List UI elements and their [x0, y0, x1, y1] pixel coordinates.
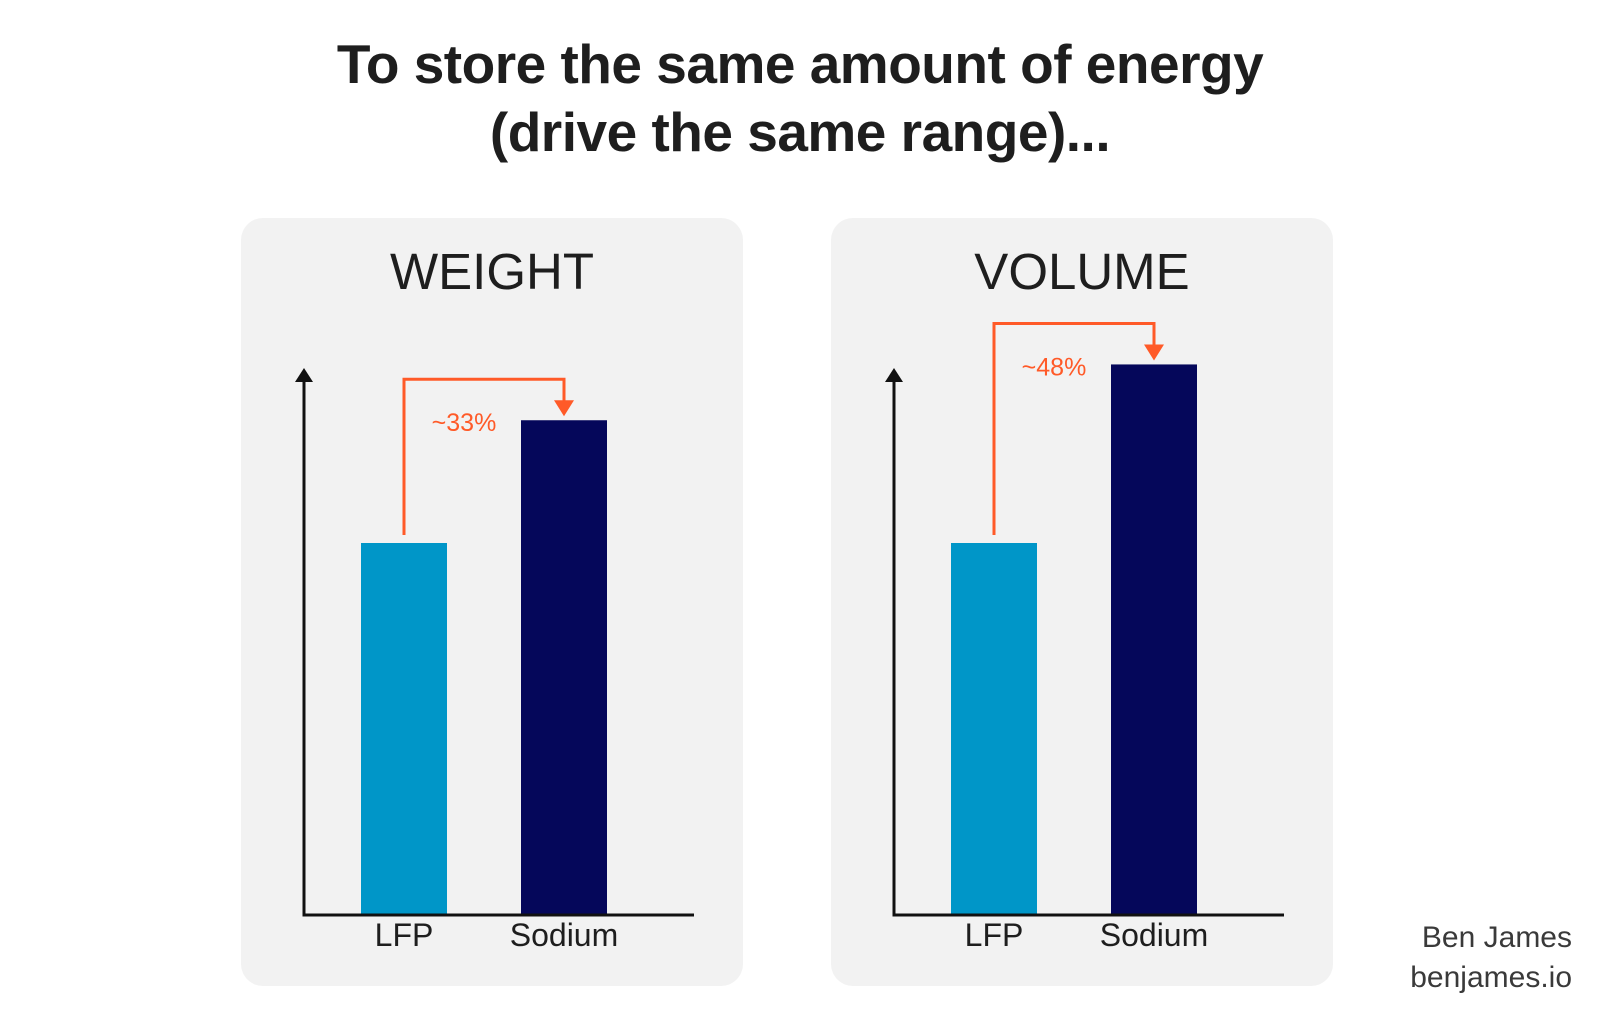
category-label-lfp: LFP [375, 917, 434, 953]
y-axis-arrow-icon [885, 368, 903, 382]
bar-sodium [521, 420, 607, 915]
weight-chart-panel: WEIGHT LFP Sodium ~33% [241, 218, 743, 986]
bar-lfp [361, 543, 447, 915]
volume-chart-title: VOLUME [974, 243, 1190, 300]
category-label-lfp: LFP [965, 917, 1024, 953]
category-label-sodium: Sodium [1100, 917, 1209, 953]
increase-percent-label: ~48% [1022, 353, 1087, 381]
chart-headline: To store the same amount of energy (driv… [0, 30, 1600, 166]
weight-chart-title: WEIGHT [390, 243, 594, 300]
increase-percent-label: ~33% [432, 409, 497, 437]
increase-arrow-icon [1144, 344, 1164, 361]
bar-sodium [1111, 364, 1197, 915]
author-name: Ben James [1421, 921, 1572, 954]
increase-arrow-icon [554, 400, 574, 417]
headline-line-2: (drive the same range)... [489, 101, 1111, 163]
volume-chart-panel: VOLUME LFP Sodium ~48% [831, 218, 1333, 986]
author-credit: Ben James benjames.io [1410, 918, 1572, 998]
bar-lfp [951, 543, 1037, 915]
author-site-link[interactable]: benjames.io [1410, 961, 1572, 994]
headline-line-1: To store the same amount of energy [336, 33, 1264, 95]
increase-connector-line [402, 377, 566, 535]
volume-chart-svg: LFP Sodium ~48% [885, 321, 1284, 953]
weight-chart-svg: LFP Sodium ~33% [295, 368, 694, 953]
increase-connector-line [992, 321, 1156, 535]
y-axis-arrow-icon [295, 368, 313, 382]
category-label-sodium: Sodium [510, 917, 619, 953]
